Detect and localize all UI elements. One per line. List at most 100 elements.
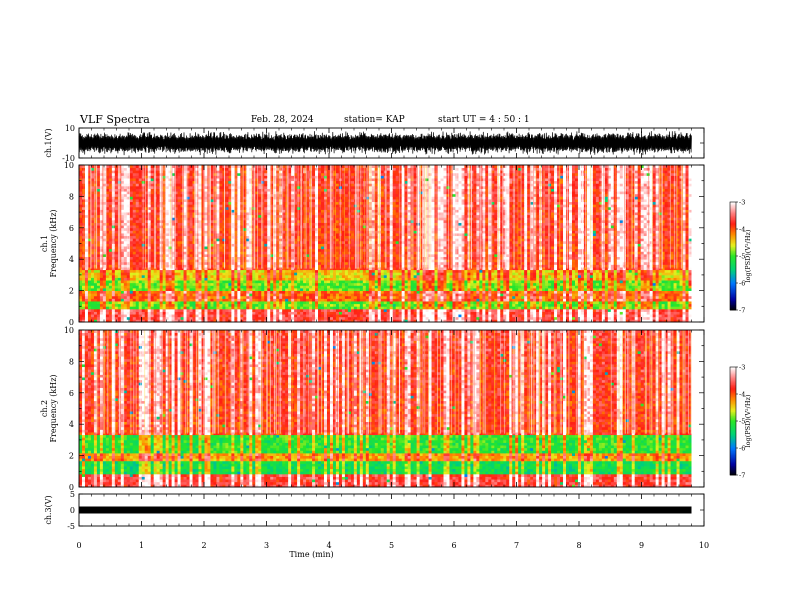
spectrogram-cell: [79, 293, 82, 296]
spectrogram-cell: [130, 230, 133, 233]
spectrogram-cell: [103, 168, 106, 171]
spectrogram-cell: [94, 280, 97, 283]
spectrogram-cell: [103, 244, 106, 247]
spectrogram-cell: [133, 312, 136, 315]
spectrogram-cell: [115, 196, 118, 199]
spectrogram-cell: [130, 199, 133, 202]
spectrogram-cell: [181, 296, 184, 299]
spectrogram-cell: [109, 236, 112, 239]
spectrogram-cell: [175, 283, 178, 286]
spectrogram-cell: [106, 312, 109, 315]
spectrogram-cell: [112, 212, 115, 215]
spectrogram-cell: [175, 304, 178, 307]
spectrogram-cell: [154, 296, 157, 299]
spectrogram-cell: [112, 230, 115, 233]
spectrogram-cell: [187, 264, 190, 267]
spectrogram-cell: [103, 309, 106, 312]
spectrogram-cell: [169, 298, 172, 301]
spectrogram-cell: [82, 291, 85, 294]
spectrogram-cell: [175, 309, 178, 312]
spectrogram-cell: [85, 293, 88, 296]
spectrogram-cell: [136, 267, 139, 270]
spectrogram-cell: [124, 199, 127, 202]
spectrogram-cell: [91, 298, 94, 301]
spectrogram-cell: [142, 301, 145, 304]
spectrogram-cell: [172, 312, 175, 315]
spectrogram-cell: [133, 296, 136, 299]
spectrogram-cell: [79, 285, 82, 288]
spectrogram-cell: [124, 181, 127, 184]
spectrogram-cell: [124, 251, 127, 254]
spectrogram-cell: [115, 254, 118, 257]
spectrogram-cell: [178, 244, 181, 247]
spectrogram-cell: [103, 217, 106, 220]
spectrogram-cell: [112, 246, 115, 249]
spectrogram-cell: [130, 296, 133, 299]
spectrogram-cell: [157, 304, 160, 307]
spectrogram-cell: [115, 283, 118, 286]
spectrogram-cell: [130, 314, 133, 317]
spectrogram-cell: [103, 264, 106, 267]
spectrogram-cell: [115, 285, 118, 288]
spectrogram-cell: [85, 288, 88, 291]
spectrogram-cell: [82, 296, 85, 299]
spectrogram-cell: [130, 267, 133, 270]
spectrogram-cell: [124, 262, 127, 265]
spectrogram-cell: [130, 168, 133, 171]
spectrogram-cell: [115, 225, 118, 228]
spectrogram-cell: [157, 165, 160, 168]
spectrogram-cell: [139, 246, 142, 249]
spectrogram-cell: [178, 189, 181, 192]
spectrogram-cell: [145, 283, 148, 286]
spectrogram-cell: [112, 291, 115, 294]
spectrogram-cell: [130, 175, 133, 178]
spectrogram-cell: [109, 304, 112, 307]
spectrogram-cell: [178, 280, 181, 283]
spectrogram-cell: [124, 301, 127, 304]
spectrogram-cell: [97, 288, 100, 291]
spectrogram-cell: [91, 304, 94, 307]
spectrogram-cell: [115, 298, 118, 301]
spectrogram-cell: [115, 267, 118, 270]
spectrogram-cell: [109, 314, 112, 317]
spectrogram-cell: [112, 173, 115, 176]
spectrogram-cell: [169, 301, 172, 304]
spectrogram-cell: [175, 278, 178, 281]
spectrogram-cell: [142, 304, 145, 307]
spectrogram-cell: [118, 280, 121, 283]
spectrogram-cell: [130, 204, 133, 207]
spectrogram-cell: [169, 275, 172, 278]
spectrogram-cell: [157, 217, 160, 220]
spectrogram-cell: [91, 278, 94, 281]
spectrogram-cell: [139, 298, 142, 301]
spectrogram-cell: [136, 298, 139, 301]
spectrogram-cell: [157, 202, 160, 205]
spectrogram-cell: [169, 314, 172, 317]
spectrogram-cell: [169, 304, 172, 307]
spectrogram-cell: [103, 204, 106, 207]
spectrogram-cell: [145, 270, 148, 273]
spectrogram-cell: [190, 280, 193, 283]
spectrogram-cell: [103, 312, 106, 315]
spectrogram-cell: [142, 309, 145, 312]
spectrogram-cell: [139, 272, 142, 275]
spectrogram-cell: [133, 209, 136, 212]
spectrogram-cell: [151, 304, 154, 307]
spectrogram-cell: [130, 312, 133, 315]
spectrogram-cell: [172, 317, 175, 320]
spectrogram-cell: [172, 272, 175, 275]
spectrogram-cell: [148, 285, 151, 288]
spectrogram-cell: [139, 270, 142, 273]
spectrogram-cell: [178, 225, 181, 228]
spectrogram-cell: [100, 296, 103, 299]
spectrogram-cell: [178, 317, 181, 320]
spectrogram-cell: [160, 314, 163, 317]
spectrogram-cell: [172, 270, 175, 273]
spectrogram-cell: [136, 272, 139, 275]
spectrogram-cell: [115, 317, 118, 320]
spectrogram-cell: [154, 272, 157, 275]
spectrogram-cell: [130, 280, 133, 283]
spectrogram-cell: [88, 304, 91, 307]
spectrogram-cell: [127, 296, 130, 299]
spectrogram-cell: [145, 278, 148, 281]
